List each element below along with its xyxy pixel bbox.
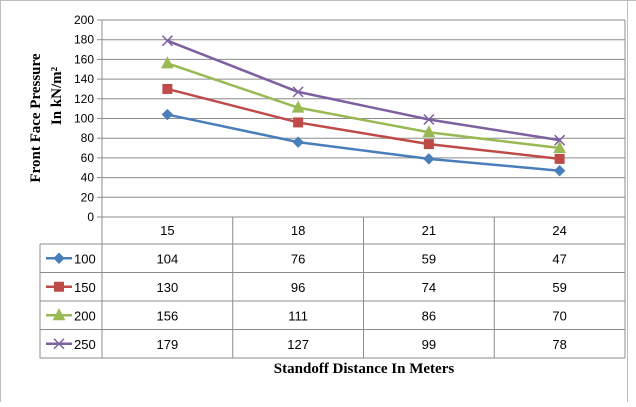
table-cell-200-24: 70: [552, 308, 566, 323]
table-cell-100-15: 104: [157, 251, 179, 266]
y-tick-label-40: 40: [81, 171, 95, 185]
frame-right-border: [627, 0, 628, 402]
legend-label-200: 200: [74, 308, 96, 323]
x-axis-label: Standoff Distance In Meters: [274, 361, 455, 377]
point-250-24-b: [554, 134, 566, 146]
legend-marker-200: [52, 308, 66, 321]
point-100-21: [423, 153, 435, 165]
point-200-21: [422, 125, 436, 138]
x-tick-label-18: 18: [291, 223, 305, 238]
legend-label-250: 250: [74, 337, 96, 352]
series-line-150: [167, 87, 560, 161]
point-150-18: [293, 117, 304, 128]
table-cell-150-24: 59: [552, 280, 566, 295]
point-150-21: [423, 139, 434, 150]
y-tick-label-200: 200: [74, 13, 94, 27]
point-150-15: [162, 83, 173, 94]
y-tick-label-60: 60: [81, 151, 95, 165]
y-tick-label-100: 100: [74, 112, 94, 126]
table-cell-100-21: 59: [422, 251, 436, 266]
series-layer: [161, 35, 566, 177]
y-axis-label-line2: In kN/m²: [49, 66, 65, 125]
point-250-15: [161, 35, 173, 47]
point-250-15-b: [161, 35, 173, 47]
table-cell-200-18: 111: [288, 308, 308, 323]
point-200-15: [161, 56, 174, 69]
point-100-18: [292, 136, 304, 148]
y-tick-label-160: 160: [74, 52, 94, 66]
y-tick-label-80: 80: [81, 131, 95, 145]
frame-top-border: [0, 0, 636, 1]
table-cell-100-24: 47: [552, 251, 566, 266]
y-tick-label-120: 120: [74, 92, 94, 106]
data-table: 15 18 21 24 100 104 76 59 47 150 130 96 74 59 200 156 11…: [39, 216, 626, 359]
frame-left-border: [0, 0, 1, 402]
table-cell-150-18: 96: [291, 280, 305, 295]
series-200: [161, 56, 566, 154]
point-100-24: [553, 164, 566, 177]
table-cell-150-15: 130: [157, 280, 179, 295]
point-250-18-b: [292, 86, 304, 98]
legend-label-100: 100: [74, 251, 96, 266]
x-tick-label-15: 15: [160, 223, 174, 238]
x-tick-label-24: 24: [552, 223, 566, 238]
series-250: [161, 35, 566, 146]
point-250-18: [292, 86, 304, 98]
legend-marker-150: [54, 281, 64, 292]
table-cell-250-15: 179: [157, 337, 179, 352]
table-cell-200-21: 86: [422, 308, 436, 323]
x-tick-label-21: 21: [422, 223, 436, 238]
y-tick-label-0: 0: [87, 210, 94, 224]
axes: 0 20 40 60 80 100 120 140 160 180 200: [74, 13, 626, 224]
point-150-24: [554, 153, 565, 164]
point-250-21: [423, 113, 435, 126]
series-line-250: [166, 39, 560, 142]
y-tick-label-180: 180: [74, 33, 94, 47]
table-cell-250-21: 99: [422, 337, 436, 352]
y-axis-label-line1: Front Face Pressure: [28, 53, 44, 182]
table-cell-250-24: 78: [552, 337, 566, 352]
table-cell-250-18: 127: [287, 337, 309, 352]
y-tick-label-20: 20: [81, 190, 95, 204]
table-cell-200-15: 156: [157, 308, 179, 323]
y-tick-label-140: 140: [74, 72, 94, 86]
point-250-21-b: [423, 113, 435, 126]
series-100: [161, 108, 566, 177]
legend-marker-250: [53, 338, 65, 350]
point-100-15: [161, 108, 174, 121]
table-cell-150-21: 74: [422, 280, 436, 295]
point-200-24: [553, 140, 566, 154]
series-line-200: [166, 62, 560, 150]
series-line-100: [167, 113, 560, 172]
legend-label-150: 150: [74, 280, 96, 295]
legend-marker-100: [53, 252, 65, 264]
point-200-18: [291, 100, 305, 113]
legend-marker-250-b: [53, 338, 65, 350]
point-250-24: [554, 134, 566, 146]
table-cell-100-18: 76: [291, 251, 305, 266]
series-150: [162, 83, 565, 164]
